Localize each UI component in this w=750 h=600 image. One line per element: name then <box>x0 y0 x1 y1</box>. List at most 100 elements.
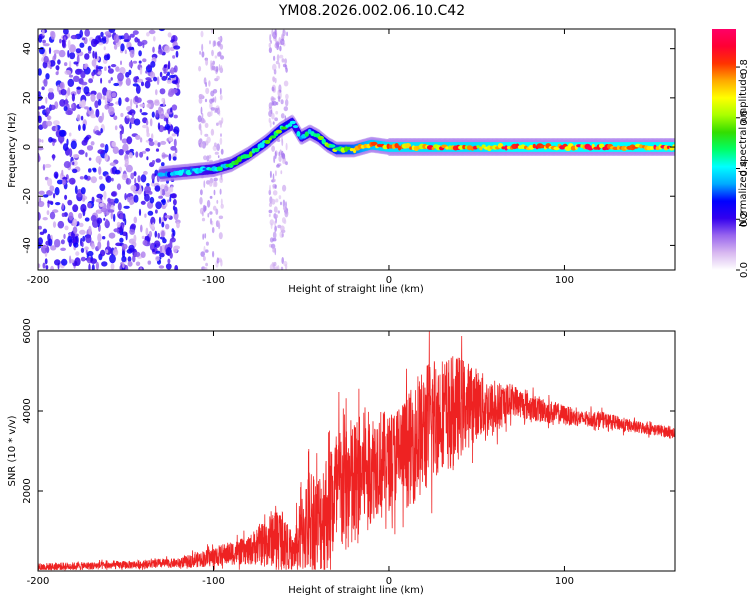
stripe-speck <box>204 122 209 128</box>
noise-speck <box>67 235 73 243</box>
noise-speck <box>52 154 55 161</box>
noise-speck <box>119 67 126 75</box>
noise-speck <box>173 138 177 148</box>
noise-speck <box>111 141 117 148</box>
noise-speck <box>91 59 97 67</box>
stripe-speck <box>272 178 276 182</box>
noise-speck <box>159 113 166 120</box>
noise-speck <box>102 236 106 240</box>
stripe-speck <box>205 241 209 246</box>
stripe-speck <box>209 211 213 215</box>
stripe-speck <box>220 65 223 71</box>
ridge-peak <box>253 148 260 153</box>
noise-speck <box>38 190 45 195</box>
colorbar-label: Normalized spectral amplitude <box>738 73 749 227</box>
noise-speck <box>49 211 56 220</box>
noise-speck <box>113 82 120 87</box>
noise-speck <box>161 205 167 210</box>
noise-speck <box>124 158 129 166</box>
noise-speck <box>55 71 59 76</box>
noise-speck <box>112 146 119 154</box>
noise-speck <box>43 55 49 64</box>
noise-speck <box>53 120 60 126</box>
noise-speck <box>151 133 154 140</box>
noise-speck <box>94 51 98 60</box>
noise-speck <box>68 44 76 53</box>
noise-speck <box>87 45 92 52</box>
noise-speck <box>140 251 146 258</box>
noise-speck <box>80 203 87 213</box>
noise-speck <box>83 86 90 95</box>
noise-speck <box>42 194 49 198</box>
noise-speck <box>139 108 143 113</box>
noise-speck <box>38 91 41 96</box>
noise-speck <box>74 185 78 194</box>
noise-speck <box>155 109 159 118</box>
noise-speck <box>56 179 63 185</box>
noise-speck <box>146 183 150 187</box>
noise-speck <box>107 209 115 213</box>
noise-speck <box>100 143 105 148</box>
noise-speck <box>58 129 66 137</box>
noise-speck <box>53 171 59 179</box>
noise-speck <box>137 41 143 47</box>
noise-speck <box>69 60 72 70</box>
noise-speck <box>170 67 175 75</box>
noise-speck <box>143 170 148 175</box>
noise-speck <box>87 250 94 257</box>
stripe-speck <box>201 43 204 52</box>
noise-speck <box>103 217 106 221</box>
ridge-peak <box>190 167 194 174</box>
stripe-speck <box>274 77 277 84</box>
noise-speck <box>159 71 163 78</box>
noise-speck <box>71 93 75 102</box>
noise-speck <box>88 168 92 173</box>
stripe-speck <box>219 137 223 145</box>
noise-speck <box>41 245 48 249</box>
noise-speck <box>155 209 158 214</box>
noise-speck <box>64 194 68 200</box>
noise-speck <box>95 130 101 136</box>
noise-speck <box>134 177 137 184</box>
noise-speck <box>79 176 84 180</box>
noise-speck <box>142 124 148 129</box>
noise-speck <box>171 228 175 233</box>
noise-speck <box>60 89 67 96</box>
noise-speck <box>73 242 79 248</box>
x-tick-label: 100 <box>555 275 574 286</box>
x-tick-label: -200 <box>27 576 50 587</box>
noise-speck <box>144 185 152 194</box>
noise-speck <box>135 151 139 158</box>
noise-speck <box>166 118 169 125</box>
noise-speck <box>132 60 138 64</box>
stripe-speck <box>217 41 221 46</box>
noise-speck <box>155 250 161 254</box>
noise-speck <box>53 49 60 54</box>
snr-axes: -200 -100 0 100 2000 4000 6000 <box>22 318 675 587</box>
noise-speck <box>67 78 75 87</box>
ridge-peak <box>287 123 293 127</box>
ridge-peak <box>394 143 399 149</box>
stripe-speck <box>282 63 287 68</box>
stripe-speck <box>268 47 272 54</box>
stripe-speck <box>197 115 202 123</box>
ridge-peak <box>639 144 643 149</box>
noise-speck <box>121 138 128 144</box>
noise-speck <box>170 193 177 199</box>
stripe-speck <box>204 98 208 103</box>
noise-speck <box>118 149 124 156</box>
noise-speck <box>94 100 99 109</box>
noise-speck <box>164 45 171 53</box>
stripe-speck <box>281 138 284 147</box>
stripe-speck <box>198 65 202 72</box>
noise-speck <box>108 106 115 116</box>
noise-speck <box>88 263 91 270</box>
noise-speck <box>158 195 164 199</box>
noise-speck <box>124 193 127 201</box>
noise-speck <box>176 84 180 88</box>
noise-speck <box>42 39 46 44</box>
stripe-speck <box>275 110 279 115</box>
noise-speck <box>64 70 72 75</box>
stripe-speck <box>219 188 222 195</box>
noise-speck <box>124 218 127 226</box>
